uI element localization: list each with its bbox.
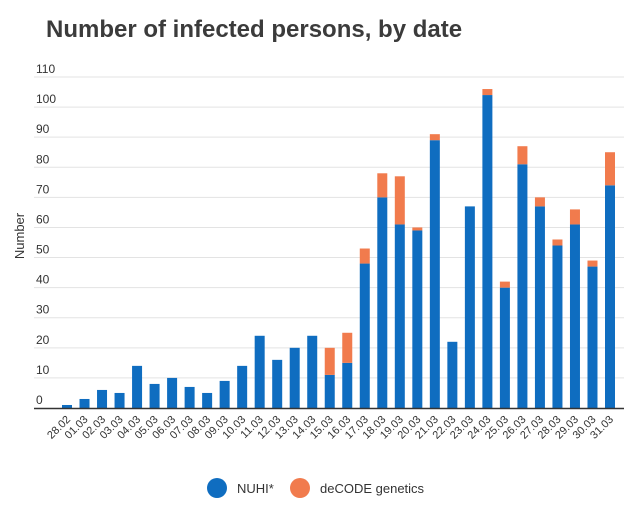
bar-nuhi-20.03 [412, 230, 423, 408]
bar-decode-27.03 [534, 197, 545, 207]
y-tick-label: 20 [36, 333, 50, 347]
bar-nuhi-25.03 [499, 287, 510, 408]
bar-nuhi-09.03 [219, 380, 230, 408]
bar-nuhi-05.03 [149, 383, 160, 408]
bars [62, 89, 615, 409]
y-tick-label: 30 [36, 303, 50, 317]
bar-nuhi-01.03 [79, 398, 90, 408]
bar-decode-16.03 [342, 332, 353, 363]
bar-nuhi-21.03 [429, 140, 440, 408]
bar-nuhi-03.03 [114, 392, 125, 408]
bar-decode-20.03 [412, 227, 423, 231]
y-axis-label: Number [12, 212, 27, 259]
bar-nuhi-13.03 [289, 347, 300, 408]
bar-nuhi-06.03 [167, 377, 178, 408]
bar-nuhi-15.03 [324, 374, 335, 408]
bar-nuhi-23.03 [464, 206, 475, 408]
y-tick-label: 90 [36, 122, 50, 136]
bar-decode-26.03 [517, 146, 528, 165]
y-tick-label: 110 [36, 62, 55, 76]
bar-decode-31.03 [605, 152, 615, 186]
bar-nuhi-02.03 [97, 389, 108, 408]
bar-nuhi-30.03 [587, 266, 598, 408]
bar-nuhi-16.03 [342, 362, 353, 408]
bar-decode-25.03 [499, 281, 510, 288]
bar-nuhi-28.02 [62, 404, 72, 408]
bar-nuhi-17.03 [359, 263, 370, 408]
bar-decode-18.03 [377, 173, 388, 198]
bar-decode-17.03 [359, 248, 370, 264]
y-axis-ticks: 0 10 20 30 40 50 60 70 80 90 100 110 [36, 62, 56, 407]
bar-decode-24.03 [482, 89, 493, 96]
legend-item-nuhi: NUHI* [207, 478, 274, 498]
y-tick-label: 40 [36, 273, 50, 287]
legend: NUHI* deCODE genetics [0, 478, 640, 502]
legend-label-nuhi: NUHI* [237, 480, 274, 496]
bar-nuhi-04.03 [132, 365, 143, 408]
bar-nuhi-11.03 [254, 335, 265, 408]
bar-decode-29.03 [569, 209, 580, 225]
x-axis-ticks: 28.0201.0302.0303.0304.0305.0306.0307.03… [45, 414, 616, 442]
bar-decode-28.03 [552, 239, 563, 246]
bar-nuhi-31.03 [605, 185, 615, 408]
bar-nuhi-22.03 [447, 341, 458, 408]
bar-nuhi-28.03 [552, 245, 563, 408]
bar-nuhi-27.03 [534, 206, 545, 408]
y-tick-label: 100 [36, 92, 56, 106]
bar-nuhi-14.03 [307, 335, 318, 408]
legend-swatch-nuhi [207, 478, 227, 498]
bar-nuhi-12.03 [272, 359, 283, 408]
bar-nuhi-29.03 [569, 224, 580, 408]
bar-nuhi-19.03 [394, 224, 405, 408]
y-tick-label: 80 [36, 152, 50, 166]
bar-nuhi-24.03 [482, 95, 493, 409]
bar-nuhi-08.03 [202, 392, 213, 408]
bar-decode-30.03 [587, 260, 598, 267]
bar-nuhi-10.03 [237, 365, 248, 408]
chart-title: Number of infected persons, by date [46, 16, 463, 43]
legend-item-decode: deCODE genetics [290, 478, 424, 498]
bar-nuhi-07.03 [184, 386, 195, 408]
y-tick-label: 0 [36, 393, 43, 407]
y-tick-label: 70 [36, 182, 50, 196]
y-tick-label: 10 [36, 363, 50, 377]
y-tick-label: 60 [36, 212, 50, 226]
bar-nuhi-18.03 [377, 197, 388, 408]
legend-swatch-decode [290, 478, 310, 498]
bar-decode-15.03 [324, 347, 335, 375]
bar-nuhi-26.03 [517, 164, 528, 408]
legend-label-decode: deCODE genetics [320, 480, 425, 496]
bar-decode-19.03 [394, 176, 405, 225]
bar-decode-21.03 [429, 134, 440, 141]
y-tick-label: 50 [36, 243, 50, 257]
